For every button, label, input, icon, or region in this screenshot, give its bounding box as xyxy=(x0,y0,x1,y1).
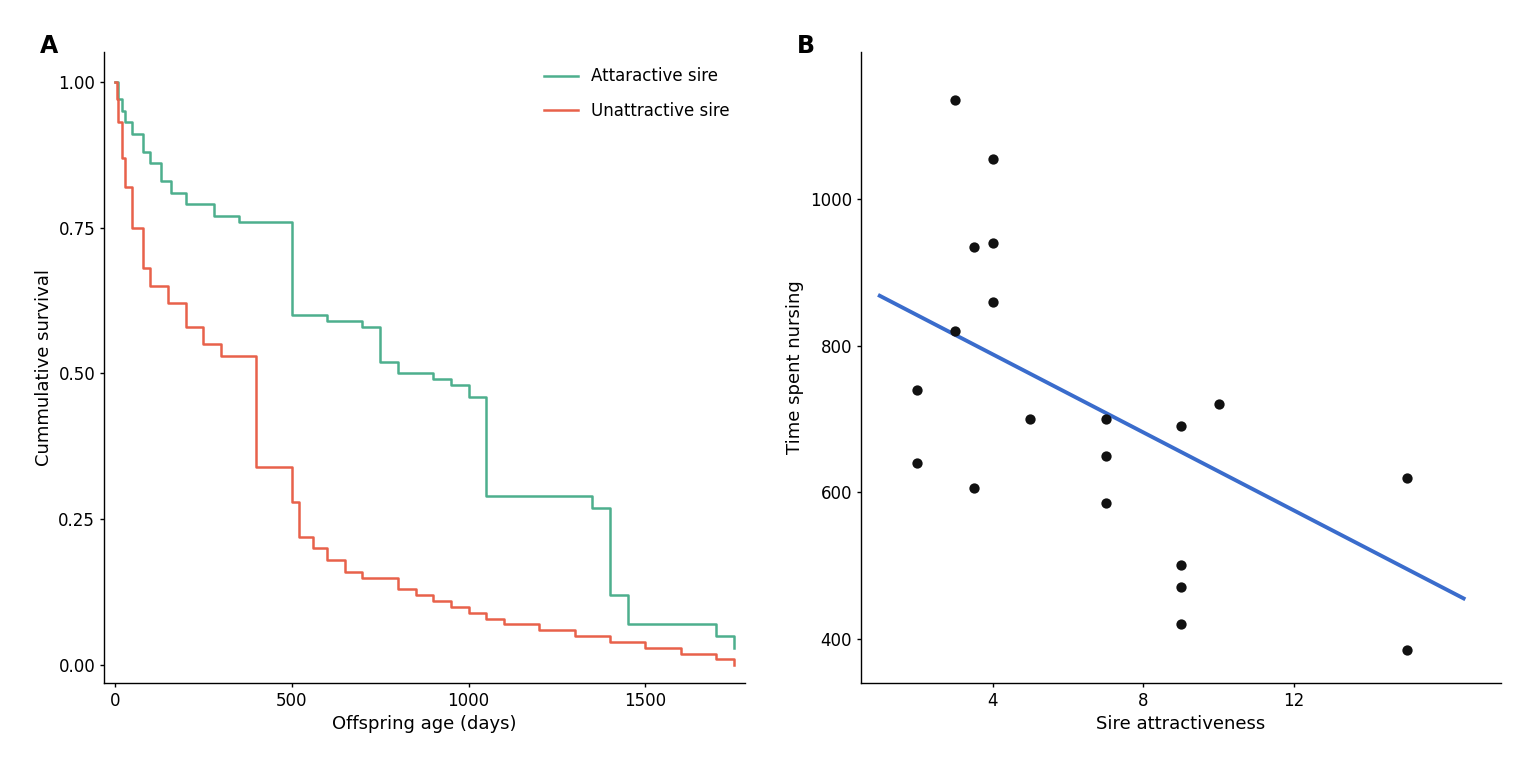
Point xyxy=(1395,644,1419,656)
Unattractive sire xyxy=(141,281,160,290)
Attaractive sire xyxy=(370,357,389,366)
Attaractive sire xyxy=(442,380,461,389)
Legend: Attaractive sire, Unattractive sire: Attaractive sire, Unattractive sire xyxy=(538,61,736,127)
Point xyxy=(1206,398,1230,410)
Unattractive sire xyxy=(530,626,548,635)
Attaractive sire xyxy=(163,188,181,197)
Attaractive sire xyxy=(601,591,619,600)
Point xyxy=(1395,472,1419,484)
Point xyxy=(980,153,1005,165)
Attaractive sire xyxy=(707,631,725,641)
Unattractive sire xyxy=(636,643,654,652)
Attaractive sire xyxy=(283,310,301,319)
Point xyxy=(1169,559,1193,571)
Point xyxy=(1169,420,1193,432)
Line: Unattractive sire: Unattractive sire xyxy=(115,81,734,665)
Point xyxy=(905,457,929,469)
Point xyxy=(1169,618,1193,631)
Unattractive sire xyxy=(177,322,195,331)
Point xyxy=(1018,412,1043,425)
Attaractive sire xyxy=(725,643,743,652)
Attaractive sire xyxy=(389,369,407,378)
Unattractive sire xyxy=(106,77,124,86)
Point xyxy=(905,383,929,396)
Attaractive sire xyxy=(318,316,336,326)
Attaractive sire xyxy=(109,94,127,104)
Unattractive sire xyxy=(112,153,131,162)
Unattractive sire xyxy=(389,584,407,594)
Attaractive sire xyxy=(619,620,637,629)
Unattractive sire xyxy=(584,631,602,641)
Text: A: A xyxy=(40,34,58,58)
Point xyxy=(943,325,968,337)
Unattractive sire xyxy=(478,614,496,623)
Unattractive sire xyxy=(109,118,127,127)
Attaractive sire xyxy=(177,200,195,209)
Line: Attaractive sire: Attaractive sire xyxy=(115,81,734,647)
X-axis label: Offspring age (days): Offspring age (days) xyxy=(332,715,516,733)
Attaractive sire xyxy=(106,77,124,86)
Point xyxy=(1169,581,1193,594)
Unattractive sire xyxy=(194,339,212,349)
Point xyxy=(980,237,1005,249)
Point xyxy=(1094,412,1118,425)
Point xyxy=(962,240,986,253)
Attaractive sire xyxy=(141,159,160,168)
Attaractive sire xyxy=(152,176,170,185)
Attaractive sire xyxy=(565,492,584,501)
Unattractive sire xyxy=(601,637,619,647)
Point xyxy=(943,94,968,106)
Unattractive sire xyxy=(247,462,266,472)
Attaractive sire xyxy=(424,375,442,384)
Attaractive sire xyxy=(459,392,478,402)
Unattractive sire xyxy=(283,497,301,506)
Attaractive sire xyxy=(117,118,135,127)
Point xyxy=(962,482,986,495)
Attaractive sire xyxy=(112,106,131,115)
Y-axis label: Cummulative survival: Cummulative survival xyxy=(35,269,52,466)
Unattractive sire xyxy=(442,602,461,611)
Unattractive sire xyxy=(117,182,135,191)
Attaractive sire xyxy=(353,322,372,331)
Point xyxy=(1094,449,1118,462)
Unattractive sire xyxy=(212,351,230,360)
Text: B: B xyxy=(797,34,816,58)
Unattractive sire xyxy=(108,94,126,104)
Unattractive sire xyxy=(318,555,336,564)
Unattractive sire xyxy=(353,573,372,582)
Unattractive sire xyxy=(725,660,743,670)
Unattractive sire xyxy=(290,532,309,541)
Unattractive sire xyxy=(158,299,177,308)
Attaractive sire xyxy=(134,147,152,156)
Point xyxy=(1094,497,1118,509)
Unattractive sire xyxy=(335,568,353,577)
Attaractive sire xyxy=(204,211,223,220)
Unattractive sire xyxy=(459,608,478,617)
Unattractive sire xyxy=(495,620,513,629)
Attaractive sire xyxy=(123,130,141,139)
Unattractive sire xyxy=(565,631,584,641)
Unattractive sire xyxy=(707,655,725,664)
Attaractive sire xyxy=(229,217,247,227)
Attaractive sire xyxy=(584,503,602,512)
Unattractive sire xyxy=(424,597,442,606)
Attaractive sire xyxy=(478,492,496,501)
Point xyxy=(980,296,1005,308)
Unattractive sire xyxy=(304,544,323,553)
Y-axis label: Time spent nursing: Time spent nursing xyxy=(786,280,805,455)
Unattractive sire xyxy=(134,263,152,273)
Unattractive sire xyxy=(123,223,141,232)
X-axis label: Sire attractiveness: Sire attractiveness xyxy=(1097,715,1266,733)
Unattractive sire xyxy=(407,591,425,600)
Unattractive sire xyxy=(671,649,690,658)
